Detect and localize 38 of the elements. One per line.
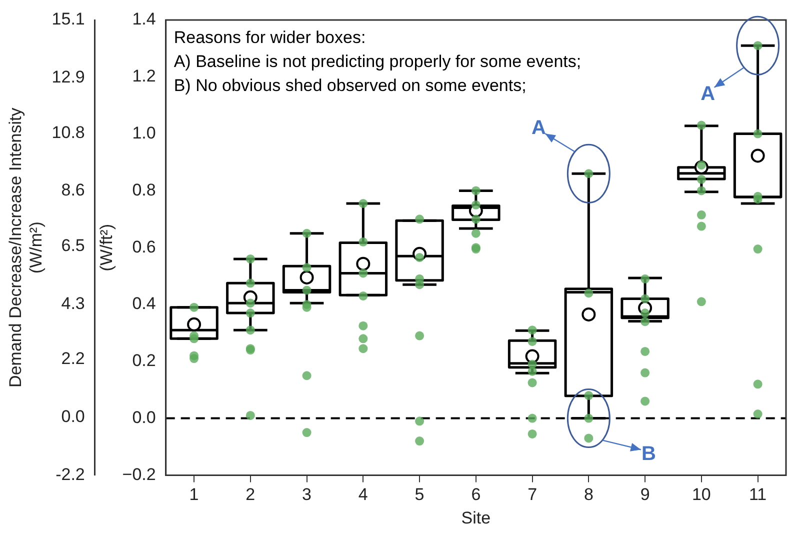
annotation: B) No obvious shed observed on some events; — [174, 76, 526, 96]
x-tick-label: 6 — [471, 485, 481, 504]
y-tick-label: 0.8 — [132, 180, 156, 200]
x-tick-label: 2 — [246, 485, 256, 504]
y-axis-title: (W/ft²) — [96, 224, 116, 272]
y2-tick-label: 2.2 — [61, 349, 85, 368]
y2-tick-label: -2.2 — [56, 464, 85, 484]
y2-tick-label: 8.6 — [61, 180, 85, 200]
x-tick-label: 7 — [528, 485, 538, 504]
x-tick-label: 5 — [414, 485, 424, 504]
x-tick-label: 1 — [189, 485, 199, 504]
y-tick-label: −0.2 — [122, 464, 156, 484]
y-tick-label: 1.0 — [132, 123, 156, 142]
y2-tick-label: 0.0 — [61, 407, 85, 426]
x-tick-label: 3 — [302, 485, 312, 504]
x-tick-label: 4 — [358, 485, 368, 504]
y2-tick-label: 4.3 — [61, 294, 85, 313]
y-tick-label: 0.0 — [132, 408, 156, 427]
x-tick-label: 11 — [748, 485, 767, 504]
x-axis-title: Site — [461, 508, 491, 528]
x-tick-label: 9 — [640, 485, 650, 504]
y2-axis-title: Demand Decrease/Increase Intensity (W/m²) — [6, 107, 46, 388]
y-tick-label: 1.2 — [132, 66, 156, 86]
annotation: A — [531, 116, 546, 139]
annotation: Reasons for wider boxes: — [174, 28, 366, 48]
y2-tick-label: 12.9 — [52, 68, 85, 87]
annotation: A — [700, 82, 716, 105]
y-tick-label: 1.4 — [132, 10, 156, 29]
y-tick-label: 0.2 — [132, 351, 156, 370]
x-tick-label: 10 — [692, 485, 711, 504]
annotation: A) Baseline is not predicting properly for some events; — [174, 52, 582, 72]
annotation: B — [641, 443, 656, 466]
x-tick-label: 8 — [584, 485, 594, 504]
y-tick-label: 0.6 — [132, 237, 156, 256]
y2-tick-label: 10.8 — [52, 122, 85, 142]
y-tick-label: 0.4 — [132, 294, 156, 314]
y2-tick-label: 6.5 — [61, 236, 85, 255]
y2-tick-label: 15.1 — [52, 10, 85, 29]
